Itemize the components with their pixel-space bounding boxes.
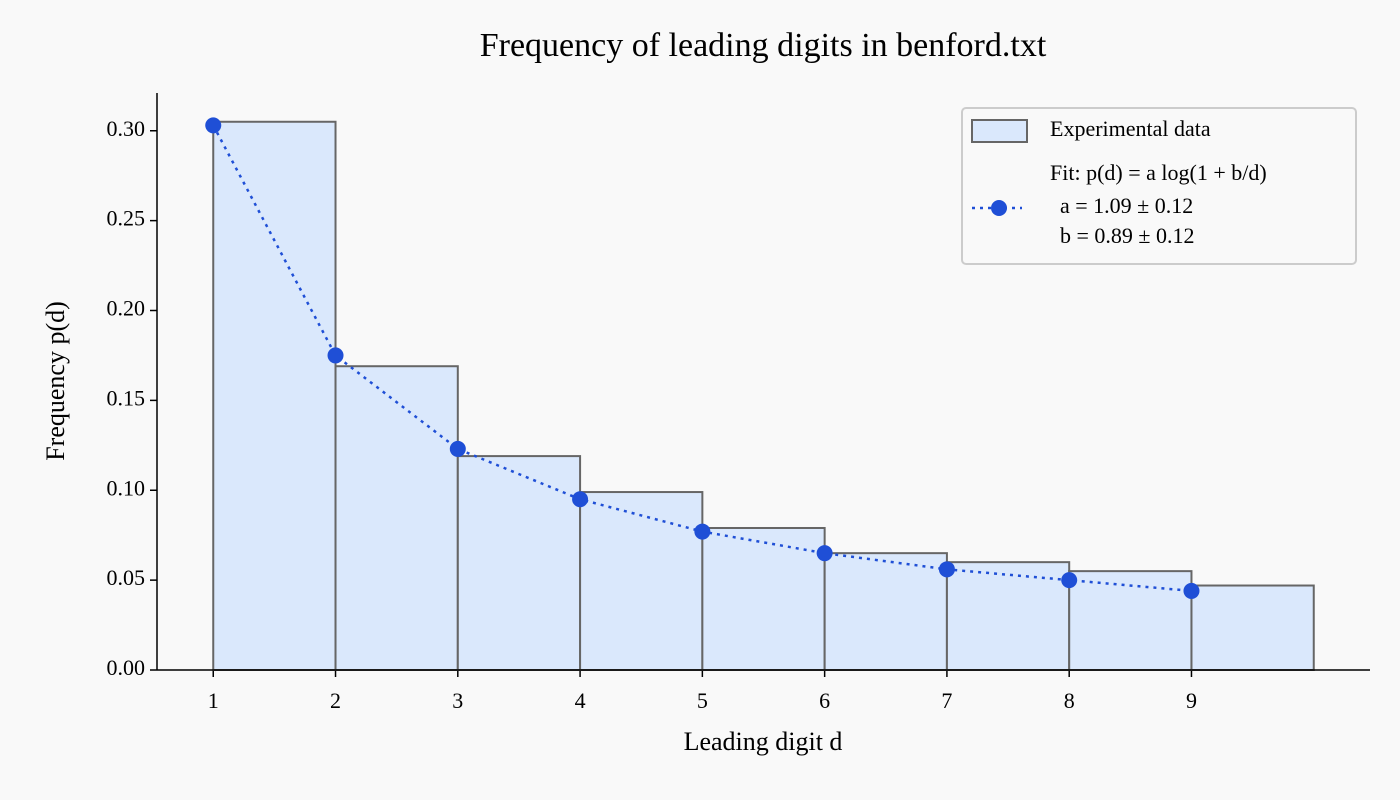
- y-axis-label: Frequency p(d): [41, 301, 70, 461]
- y-tick-label: 0.20: [107, 296, 146, 321]
- bar: [1190, 584, 1315, 672]
- x-tick-label: 1: [208, 688, 219, 713]
- x-axis-label: Leading digit d: [684, 727, 843, 756]
- fit-point: [1061, 572, 1078, 589]
- bar: [579, 491, 704, 671]
- legend-param: a = 1.09 ± 0.12: [1060, 193, 1193, 218]
- legend-box: [961, 107, 1357, 265]
- x-tick-label: 3: [452, 688, 463, 713]
- bar: [334, 365, 459, 671]
- y-tick-label: 0.30: [107, 116, 146, 141]
- bar: [456, 455, 582, 672]
- legend-label: Fit: p(d) = a log(1 + b/d): [1050, 160, 1267, 185]
- x-tick-label: 8: [1064, 688, 1075, 713]
- y-tick-label: 0.15: [107, 385, 146, 410]
- fit-point: [1183, 582, 1200, 599]
- y-tick-label: 0.25: [107, 206, 146, 231]
- fit-point: [449, 440, 466, 457]
- fit-point: [205, 117, 222, 134]
- legend-param: b = 0.89 ± 0.12: [1060, 223, 1194, 248]
- legend-marker: [991, 200, 1007, 216]
- fit-point: [572, 491, 589, 508]
- x-tick-label: 9: [1186, 688, 1197, 713]
- y-tick-label: 0.00: [107, 655, 146, 680]
- chart-title: Frequency of leading digits in benford.t…: [480, 27, 1047, 64]
- fit-point: [816, 545, 833, 562]
- fit-point: [938, 561, 955, 578]
- legend-label: Experimental data: [1050, 116, 1211, 141]
- x-tick-label: 6: [819, 688, 830, 713]
- bar: [823, 552, 948, 671]
- bar: [945, 561, 1071, 671]
- x-tick-label: 4: [575, 688, 586, 713]
- fit-point: [694, 523, 711, 540]
- legend-patch: [971, 119, 1028, 143]
- y-tick-label: 0.10: [107, 475, 146, 500]
- fit-point: [327, 347, 344, 364]
- bar: [212, 120, 337, 671]
- bar: [701, 526, 826, 671]
- bar: [1068, 570, 1193, 672]
- x-tick-label: 5: [697, 688, 708, 713]
- x-tick-label: 7: [941, 688, 952, 713]
- x-tick-label: 2: [330, 688, 341, 713]
- y-tick-label: 0.05: [107, 565, 146, 590]
